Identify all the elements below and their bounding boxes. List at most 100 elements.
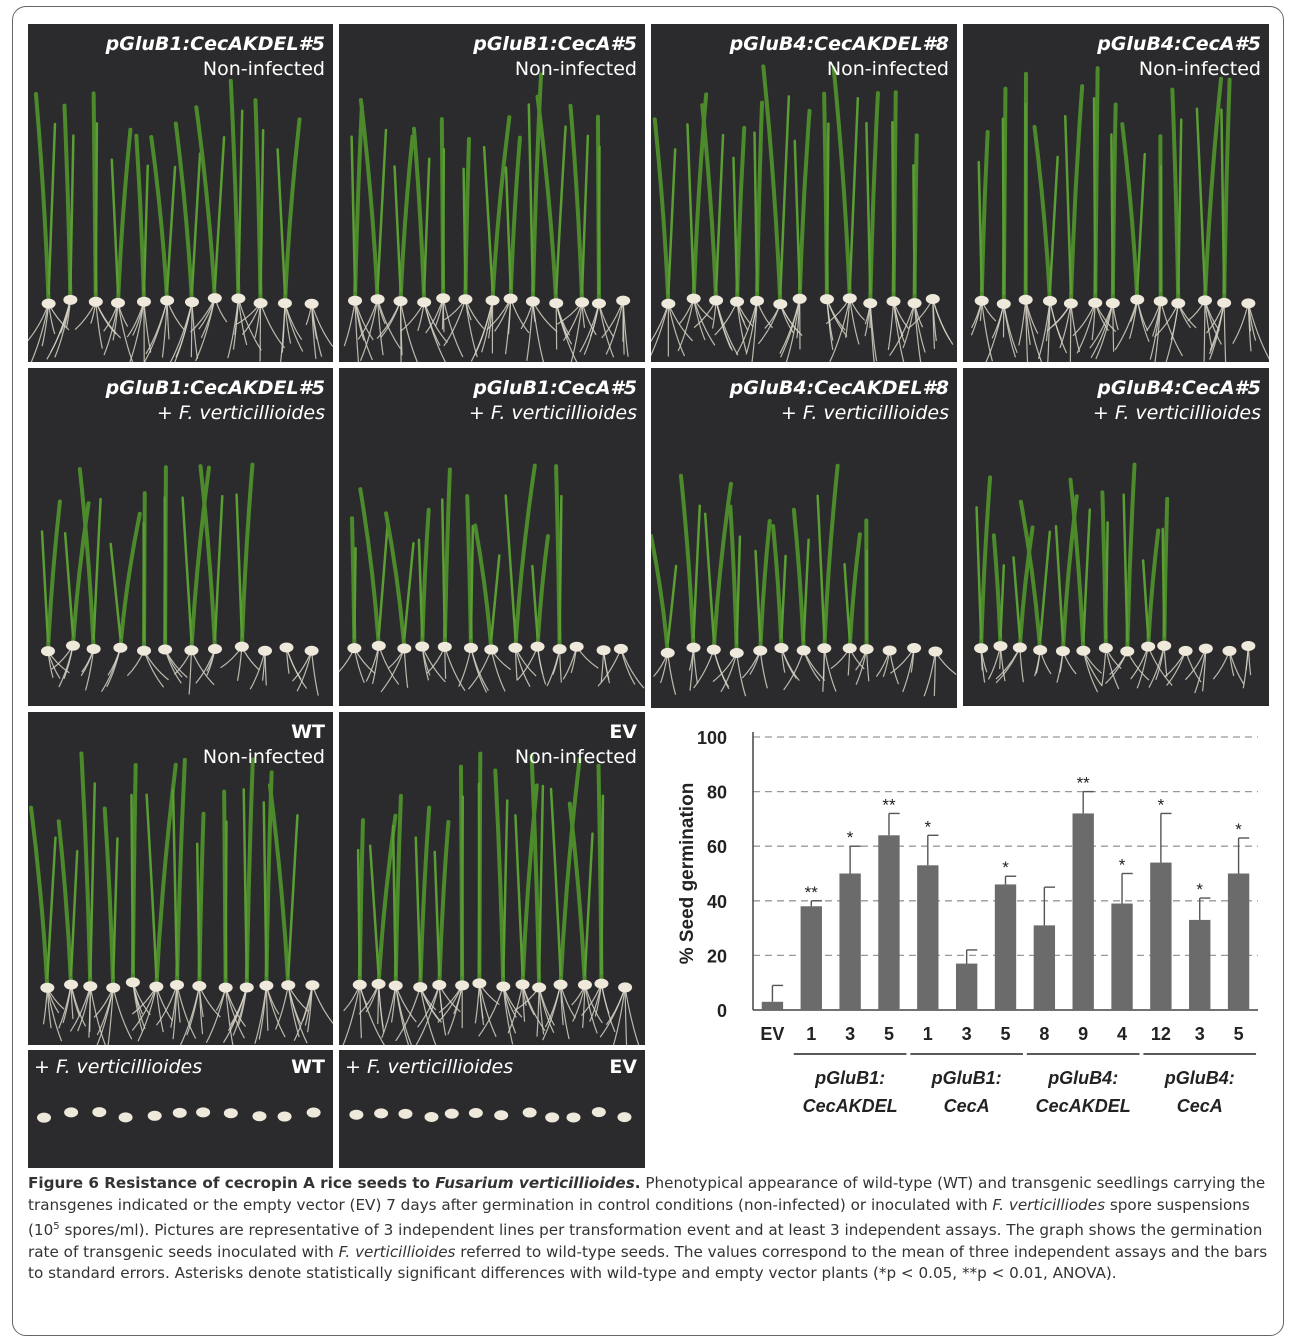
panel-title: pGluB4:CecA#5 <box>1097 377 1261 399</box>
bar <box>1150 862 1172 1010</box>
bar <box>1072 813 1094 1010</box>
bar <box>839 873 861 1010</box>
seedling-photo-image <box>651 368 957 708</box>
photo-panel-7: pGluB4:CecAKDEL#8 + F. verticillioides <box>651 368 957 708</box>
significance-label: * <box>847 828 854 847</box>
caption-title: Figure 6 Resistance of cecropin A rice s… <box>28 1174 641 1192</box>
caption-species-1: F. verticilliodes <box>992 1195 1106 1214</box>
x-tick-label: 4 <box>1117 1024 1127 1044</box>
seedling-photo-image <box>339 1050 645 1168</box>
x-tick-label: 5 <box>884 1024 894 1044</box>
x-tick-label: 3 <box>1195 1024 1205 1044</box>
x-tick-label: 8 <box>1039 1024 1049 1044</box>
panel-condition: + F. verticillioides <box>780 402 949 424</box>
significance-label: ** <box>805 883 819 902</box>
y-tick-label: 20 <box>707 946 727 966</box>
panel-title: EV <box>609 721 637 743</box>
seedling-photo-image <box>963 24 1269 362</box>
seedling-photo-image <box>28 712 333 1045</box>
panel-condition: Non-infected <box>514 58 637 80</box>
x-tick-label: 9 <box>1078 1024 1088 1044</box>
panel-condition: Non-infected <box>1138 58 1261 80</box>
seedling-photo-image <box>28 24 333 362</box>
panel-title: WT <box>291 721 325 743</box>
significance-label: * <box>924 817 931 836</box>
caption-species-2: F. verticillioides <box>338 1242 456 1261</box>
caption-text-3: spores/ml). Pictures are representative … <box>28 1221 1263 1261</box>
y-tick-label: 80 <box>707 783 727 803</box>
significance-label: * <box>1235 820 1242 839</box>
significance-label: * <box>1002 858 1009 877</box>
x-tick-label: 1 <box>806 1024 816 1044</box>
significance-label: ** <box>882 795 896 814</box>
panel-title: pGluB4:CecAKDEL#8 <box>729 377 949 399</box>
photo-panel-1: pGluB1:CecAKDEL#5 Non-infected <box>28 24 333 362</box>
panel-condition: + F. verticillioides <box>34 1056 203 1078</box>
bar <box>1227 873 1250 1010</box>
panel-title: pGluB1:CecAKDEL#5 <box>105 33 325 55</box>
panel-title: pGluB1:CecA#5 <box>473 377 637 399</box>
bar <box>994 884 1017 1010</box>
photo-panel-wt-infected: + F. verticillioides WT <box>28 1050 333 1168</box>
x-tick-label: 3 <box>962 1024 972 1044</box>
photo-panel-wt: WT Non-infected <box>28 712 333 1045</box>
significance-label: * <box>1158 795 1165 814</box>
photo-panel-8: pGluB4:CecA#5 + F. verticillioides <box>963 368 1269 706</box>
bar <box>800 906 822 1010</box>
group-label: CecAKDEL <box>803 1096 898 1116</box>
y-tick-label: 100 <box>697 728 727 748</box>
panel-title: pGluB1:CecAKDEL#5 <box>105 377 325 399</box>
seedling-photo-image <box>963 368 1269 706</box>
seedling-photo-image <box>339 712 645 1045</box>
panel-title: pGluB4:CecAKDEL#8 <box>729 33 949 55</box>
figure-frame <box>12 6 1284 1336</box>
caption-text-1: Phenotypical appearance of wild-type (WT… <box>28 1174 1266 1214</box>
caption-text-2: spore suspensions (10 <box>28 1195 1250 1240</box>
panel-condition: Non-infected <box>826 58 949 80</box>
panel-title: WT <box>291 1056 325 1078</box>
x-tick-label: 3 <box>845 1024 855 1044</box>
x-tick-label: 1 <box>923 1024 933 1044</box>
caption-superscript: 5 <box>53 1221 60 1232</box>
panel-condition: Non-infected <box>202 746 325 768</box>
group-label: CecAKDEL <box>1036 1096 1131 1116</box>
x-tick-label: EV <box>760 1024 784 1044</box>
group-label: CecA <box>1177 1096 1223 1116</box>
x-tick-label: 5 <box>1234 1024 1244 1044</box>
y-tick-label: 40 <box>707 892 727 912</box>
group-label: pGluB4: <box>1047 1068 1118 1088</box>
y-axis-label: % Seed germination <box>677 783 698 965</box>
photo-panel-ev: EV Non-infected <box>339 712 645 1045</box>
y-tick-label: 0 <box>717 1001 727 1021</box>
panel-title: pGluB4:CecA#5 <box>1097 33 1261 55</box>
photo-panel-3: pGluB4:CecAKDEL#8 Non-infected <box>651 24 957 362</box>
panel-condition: + F. verticillioides <box>1092 402 1261 424</box>
photo-panel-ev-infected: + F. verticillioides EV <box>339 1050 645 1168</box>
group-label: CecA <box>944 1096 990 1116</box>
panel-title: pGluB1:CecA#5 <box>473 33 637 55</box>
group-label: pGluB4: <box>1164 1068 1235 1088</box>
seedling-photo-image <box>28 1050 333 1168</box>
x-tick-label: 12 <box>1151 1024 1171 1044</box>
significance-label: * <box>1196 880 1203 899</box>
group-label: pGluB1: <box>931 1068 1002 1088</box>
y-tick-label: 60 <box>707 837 727 857</box>
panel-condition: + F. verticillioides <box>345 1056 514 1078</box>
panel-condition: + F. verticillioides <box>156 402 325 424</box>
photo-panel-6: pGluB1:CecA#5 + F. verticillioides <box>339 368 645 706</box>
group-label: pGluB1: <box>814 1068 885 1088</box>
panel-condition: Non-infected <box>202 58 325 80</box>
bar <box>1111 903 1133 1010</box>
significance-label: ** <box>1077 774 1091 793</box>
bar <box>878 835 900 1010</box>
significance-label: * <box>1119 856 1126 875</box>
bar <box>917 865 939 1010</box>
seedling-photo-image <box>651 24 957 362</box>
x-tick-label: 5 <box>1000 1024 1010 1044</box>
figure-caption: Figure 6 Resistance of cecropin A rice s… <box>28 1173 1268 1285</box>
seedling-photo-image <box>339 368 645 706</box>
seedling-photo-image <box>339 24 645 362</box>
seedling-photo-image <box>28 368 333 706</box>
bar <box>1033 925 1056 1010</box>
